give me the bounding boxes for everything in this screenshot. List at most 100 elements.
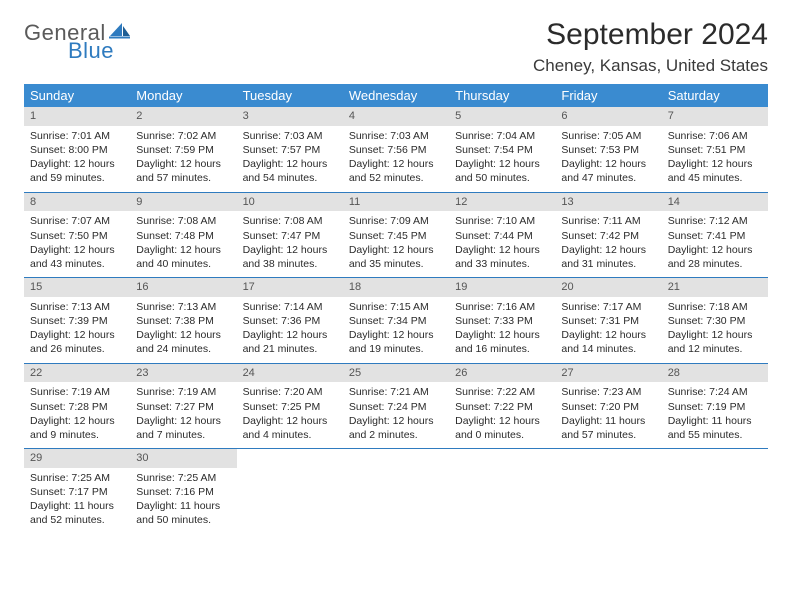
daylight-line: Daylight: 12 hours and 38 minutes. [243,243,337,271]
day-body: Sunrise: 7:10 AMSunset: 7:44 PMDaylight:… [449,211,555,277]
sunrise-line: Sunrise: 7:13 AM [136,300,230,314]
sunrise-line: Sunrise: 7:09 AM [349,214,443,228]
calendar-day-cell: 7Sunrise: 7:06 AMSunset: 7:51 PMDaylight… [662,107,768,192]
calendar-day-cell: 6Sunrise: 7:05 AMSunset: 7:53 PMDaylight… [555,107,661,192]
sunrise-line: Sunrise: 7:17 AM [561,300,655,314]
day-body: Sunrise: 7:13 AMSunset: 7:38 PMDaylight:… [130,297,236,363]
day-number: 20 [555,278,661,297]
day-body: Sunrise: 7:11 AMSunset: 7:42 PMDaylight:… [555,211,661,277]
calendar-day-cell: 19Sunrise: 7:16 AMSunset: 7:33 PMDayligh… [449,278,555,364]
calendar-day-cell: 21Sunrise: 7:18 AMSunset: 7:30 PMDayligh… [662,278,768,364]
sunset-line: Sunset: 7:47 PM [243,229,337,243]
daylight-line: Daylight: 11 hours and 55 minutes. [668,414,762,442]
day-body: Sunrise: 7:17 AMSunset: 7:31 PMDaylight:… [555,297,661,363]
daylight-line: Daylight: 11 hours and 57 minutes. [561,414,655,442]
sunset-line: Sunset: 7:19 PM [668,400,762,414]
logo-text-blue: Blue [68,40,131,62]
calendar-day-cell: 20Sunrise: 7:17 AMSunset: 7:31 PMDayligh… [555,278,661,364]
sunrise-line: Sunrise: 7:19 AM [30,385,124,399]
weekday-header: Saturday [662,84,768,107]
calendar-day-cell: 23Sunrise: 7:19 AMSunset: 7:27 PMDayligh… [130,363,236,449]
day-number: 3 [237,107,343,126]
daylight-line: Daylight: 12 hours and 28 minutes. [668,243,762,271]
sunset-line: Sunset: 7:31 PM [561,314,655,328]
calendar-day-cell: 10Sunrise: 7:08 AMSunset: 7:47 PMDayligh… [237,192,343,278]
daylight-line: Daylight: 12 hours and 59 minutes. [30,157,124,185]
location: Cheney, Kansas, United States [533,56,768,76]
sunrise-line: Sunrise: 7:04 AM [455,129,549,143]
calendar-day-cell: 3Sunrise: 7:03 AMSunset: 7:57 PMDaylight… [237,107,343,192]
day-number: 1 [24,107,130,126]
sunset-line: Sunset: 7:20 PM [561,400,655,414]
calendar-day-cell: .. [555,449,661,534]
daylight-line: Daylight: 12 hours and 16 minutes. [455,328,549,356]
daylight-line: Daylight: 12 hours and 14 minutes. [561,328,655,356]
daylight-line: Daylight: 12 hours and 54 minutes. [243,157,337,185]
calendar-day-cell: 22 Sunrise: 7:19 AMSunset: 7:28 PMDayligh… [24,363,130,449]
daylight-line: Daylight: 12 hours and 21 minutes. [243,328,337,356]
sunset-line: Sunset: 7:45 PM [349,229,443,243]
day-number: 22 [24,364,130,383]
day-number: 29 [24,449,130,468]
calendar-day-cell: 27Sunrise: 7:23 AMSunset: 7:20 PMDayligh… [555,363,661,449]
day-body: Sunrise: 7:16 AMSunset: 7:33 PMDaylight:… [449,297,555,363]
day-number: 6 [555,107,661,126]
sunset-line: Sunset: 7:28 PM [30,400,124,414]
calendar-day-cell: 15Sunrise: 7:13 AMSunset: 7:39 PMDayligh… [24,278,130,364]
day-number: 26 [449,364,555,383]
day-number: 23 [130,364,236,383]
sunrise-line: Sunrise: 7:21 AM [349,385,443,399]
sunrise-line: Sunrise: 7:02 AM [136,129,230,143]
day-body: Sunrise: 7:06 AMSunset: 7:51 PMDaylight:… [662,126,768,192]
day-body: Sunrise: 7:18 AMSunset: 7:30 PMDaylight:… [662,297,768,363]
calendar-day-cell: .. [449,449,555,534]
calendar-day-cell: 28Sunrise: 7:24 AMSunset: 7:19 PMDayligh… [662,363,768,449]
calendar-day-cell: 12Sunrise: 7:10 AMSunset: 7:44 PMDayligh… [449,192,555,278]
day-number: 16 [130,278,236,297]
sunrise-line: Sunrise: 7:18 AM [668,300,762,314]
day-body: Sunrise: 7:23 AMSunset: 7:20 PMDaylight:… [555,382,661,448]
sunset-line: Sunset: 7:33 PM [455,314,549,328]
day-number: 24 [237,364,343,383]
calendar-day-cell: 4Sunrise: 7:03 AMSunset: 7:56 PMDaylight… [343,107,449,192]
sunset-line: Sunset: 7:27 PM [136,400,230,414]
day-number: 27 [555,364,661,383]
daylight-line: Daylight: 12 hours and 26 minutes. [30,328,124,356]
daylight-line: Daylight: 12 hours and 9 minutes. [30,414,124,442]
day-number: 4 [343,107,449,126]
day-number: 17 [237,278,343,297]
day-body: Sunrise: 7:03 AMSunset: 7:57 PMDaylight:… [237,126,343,192]
calendar-day-cell: 24Sunrise: 7:20 AMSunset: 7:25 PMDayligh… [237,363,343,449]
calendar-day-cell: 14Sunrise: 7:12 AMSunset: 7:41 PMDayligh… [662,192,768,278]
day-body: Sunrise: 7:13 AMSunset: 7:39 PMDaylight:… [24,297,130,363]
sunset-line: Sunset: 7:24 PM [349,400,443,414]
day-number: 15 [24,278,130,297]
sunrise-line: Sunrise: 7:20 AM [243,385,337,399]
sunrise-line: Sunrise: 7:07 AM [30,214,124,228]
day-body: Sunrise: 7:20 AMSunset: 7:25 PMDaylight:… [237,382,343,448]
day-number: 11 [343,193,449,212]
header: General Blue September 2024 Cheney, Kans… [24,18,768,76]
day-number: 14 [662,193,768,212]
sunset-line: Sunset: 7:42 PM [561,229,655,243]
daylight-line: Daylight: 11 hours and 50 minutes. [136,499,230,527]
calendar-day-cell: 26Sunrise: 7:22 AMSunset: 7:22 PMDayligh… [449,363,555,449]
day-body: Sunrise: 7:25 AMSunset: 7:16 PMDaylight:… [130,468,236,534]
calendar-day-cell: 18Sunrise: 7:15 AMSunset: 7:34 PMDayligh… [343,278,449,364]
sunrise-line: Sunrise: 7:11 AM [561,214,655,228]
daylight-line: Daylight: 12 hours and 57 minutes. [136,157,230,185]
calendar-day-cell: 25 Sunrise: 7:21 AMSunset: 7:24 PMDayligh… [343,363,449,449]
sunset-line: Sunset: 7:36 PM [243,314,337,328]
sunset-line: Sunset: 7:44 PM [455,229,549,243]
sunrise-line: Sunrise: 7:25 AM [136,471,230,485]
calendar-day-cell: 2Sunrise: 7:02 AMSunset: 7:59 PMDaylight… [130,107,236,192]
daylight-line: Daylight: 12 hours and 2 minutes. [349,414,443,442]
calendar-week-row: 1Sunrise: 7:01 AMSunset: 8:00 PMDaylight… [24,107,768,192]
day-number: 25 [343,364,449,383]
sunset-line: Sunset: 8:00 PM [30,143,124,157]
sunrise-line: Sunrise: 7:25 AM [30,471,124,485]
sunset-line: Sunset: 7:53 PM [561,143,655,157]
daylight-line: Daylight: 12 hours and 4 minutes. [243,414,337,442]
calendar-day-cell: 11Sunrise: 7:09 AMSunset: 7:45 PMDayligh… [343,192,449,278]
day-body: Sunrise: 7:05 AMSunset: 7:53 PMDaylight:… [555,126,661,192]
